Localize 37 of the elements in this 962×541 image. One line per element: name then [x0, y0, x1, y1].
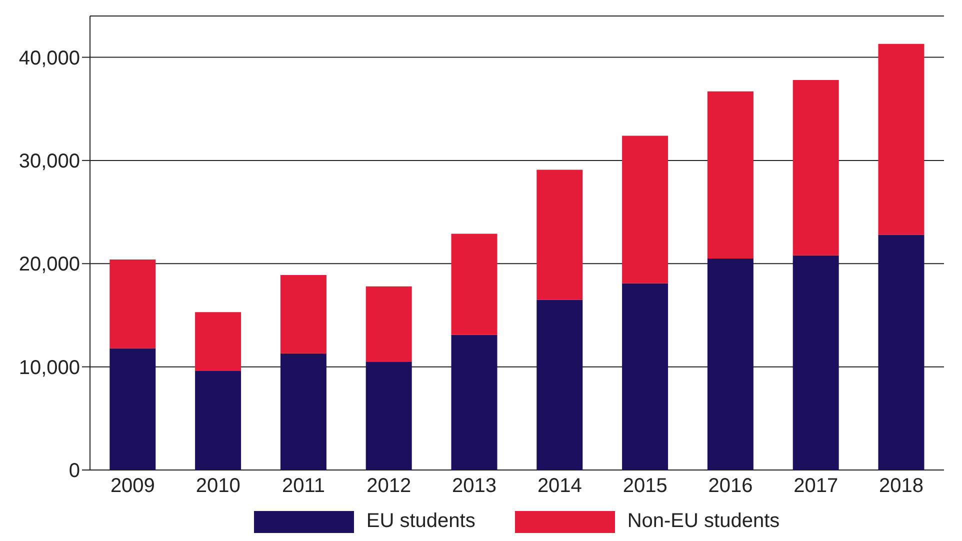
- x-tick-label: 2010: [196, 475, 240, 498]
- bar: [280, 353, 326, 470]
- y-tick-label: 30,000: [18, 150, 80, 173]
- y-tick-label: 40,000: [18, 47, 80, 70]
- bar: [792, 80, 839, 256]
- bar: [536, 300, 583, 470]
- bar: [280, 274, 326, 354]
- bar: [707, 91, 754, 258]
- x-tick-label: 2016: [708, 475, 753, 498]
- bar: [622, 136, 668, 284]
- x-tick-label: 2011: [282, 475, 326, 498]
- x-tick-label: 2018: [879, 475, 924, 498]
- bar: [195, 312, 242, 371]
- legend-label: EU students: [366, 510, 476, 533]
- bar: [366, 362, 412, 470]
- bar: [110, 348, 156, 470]
- bar: [366, 286, 412, 362]
- bar: [878, 44, 924, 235]
- bar: [707, 258, 754, 470]
- x-tick-label: 2012: [366, 475, 412, 498]
- y-tick-label: 20,000: [18, 254, 80, 276]
- bar: [451, 334, 498, 470]
- bar: [536, 170, 583, 300]
- y-tick-label: 10,000: [18, 356, 80, 379]
- bar: [792, 255, 839, 470]
- bar: [622, 283, 668, 470]
- legend-label: Non-EU students: [627, 510, 780, 533]
- x-tick-label: 2009: [110, 475, 155, 498]
- x-tick-label: 2014: [537, 475, 582, 498]
- bar: [195, 370, 242, 470]
- x-tick-label: 2013: [452, 475, 497, 498]
- y-tick-label: 0: [68, 460, 80, 482]
- x-tick-label: 2015: [622, 475, 668, 498]
- bar: [878, 234, 924, 470]
- bar: [451, 234, 498, 335]
- bar: [110, 260, 156, 348]
- x-tick-label: 2017: [794, 475, 838, 498]
